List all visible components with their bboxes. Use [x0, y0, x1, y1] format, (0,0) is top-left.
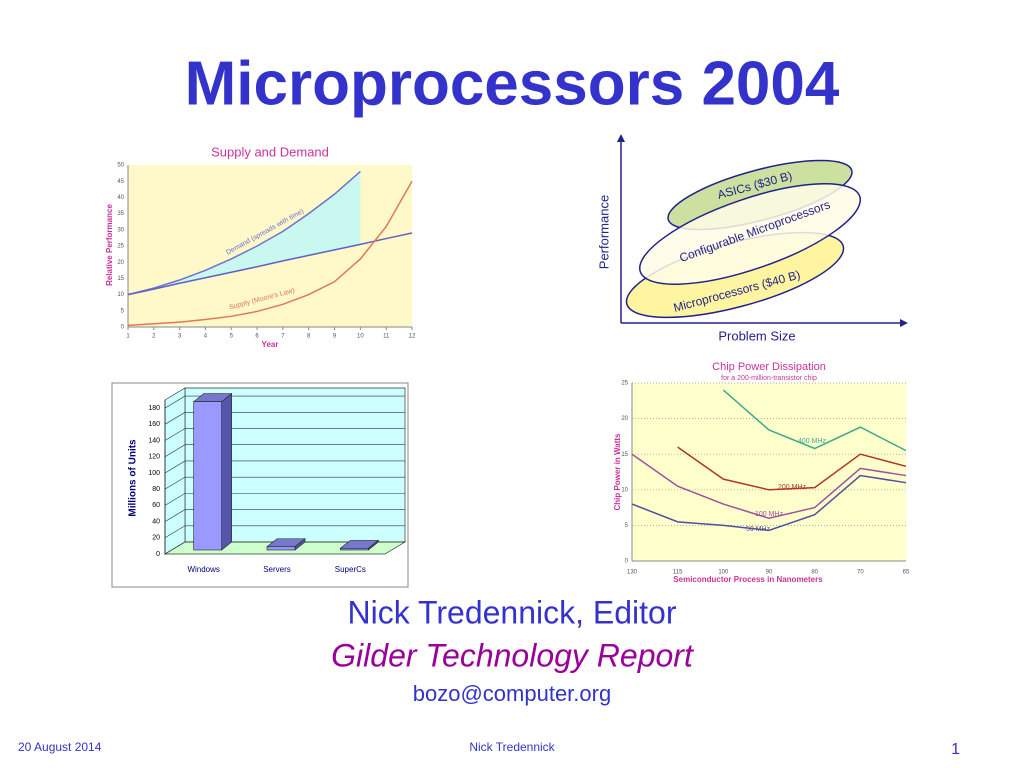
x-tick-label: 4: [204, 334, 208, 340]
arrow-head: [900, 319, 908, 327]
y-axis-label: Chip Power in Watts: [613, 433, 622, 511]
x-axis-label: Semiconductor Process in Nanometers: [673, 575, 823, 584]
series-line: [127, 170, 361, 296]
bar: [193, 401, 222, 551]
diagram-x-label: Problem Size: [718, 328, 795, 343]
y-tick-label: 10: [117, 292, 124, 298]
bar: [340, 548, 369, 551]
x-tick-label: 70: [857, 570, 864, 576]
x-tick-label: 10: [357, 334, 364, 340]
series-label: 200 MHz: [778, 484, 807, 491]
x-tick-label: 80: [811, 570, 818, 576]
grid-line: [164, 460, 405, 474]
y-tick-label: 140: [148, 437, 160, 444]
grid-line: [164, 395, 405, 409]
x-tick-label: 90: [766, 570, 773, 576]
grid-line: [164, 541, 405, 555]
y-tick-label: 120: [148, 454, 160, 461]
region: [638, 183, 862, 285]
x-tick-label: 65: [903, 570, 910, 576]
y-tick-label: 50: [117, 163, 124, 169]
series-label: 100 MHz: [755, 511, 784, 518]
author: Nick Tredennick, Editor: [347, 594, 676, 630]
footer-presenter: Nick Tredennick: [469, 740, 555, 754]
x-tick-label: 100: [718, 570, 729, 576]
y-tick-label: 0: [625, 559, 629, 565]
y-axis-label: Relative Performance: [105, 204, 114, 286]
y-tick-label: 20: [117, 260, 124, 266]
x-tick-label: 8: [307, 334, 311, 340]
bar-side: [221, 393, 232, 551]
x-tick-label: Servers: [263, 565, 291, 574]
chart-title: Supply and Demand: [211, 144, 329, 159]
y-tick-label: 20: [621, 416, 628, 422]
series-line: [127, 180, 413, 327]
y-tick-label: 60: [152, 502, 160, 509]
grid-line: [164, 493, 405, 506]
x-tick-label: 2: [152, 334, 156, 340]
arrow-head: [617, 134, 625, 142]
x-tick-label: 1: [126, 334, 130, 340]
page-number: 1: [951, 741, 960, 758]
grid-line: [164, 428, 405, 441]
chart-subtitle: for a 200-million-transistor chip: [721, 375, 817, 382]
y-tick-label: 15: [117, 276, 124, 282]
grid-line: [164, 476, 405, 490]
series-label: 50 MHz: [746, 526, 771, 533]
x-tick-label: Windows: [187, 565, 219, 574]
y-tick-label: 100: [148, 470, 160, 477]
y-tick-label: 160: [148, 421, 160, 428]
grid-line: [164, 412, 405, 425]
email: bozo@computer.org: [413, 681, 611, 706]
y-tick-label: 40: [117, 195, 124, 201]
plot-area: [632, 383, 906, 561]
x-tick-label: 3: [178, 334, 182, 340]
footer-date: 20 August 2014: [18, 740, 102, 754]
series-label: 400 MHz: [798, 438, 827, 445]
grid-line: [164, 525, 405, 539]
x-tick-label: SuperCs: [335, 565, 366, 574]
bar: [266, 546, 296, 551]
x-tick-label: 5: [230, 334, 234, 340]
grid-line: [164, 444, 405, 457]
y-tick-label: 180: [148, 405, 160, 412]
x-tick-label: 7: [281, 334, 285, 340]
y-tick-label: 5: [121, 308, 125, 314]
x-axis-label: Year: [262, 340, 279, 349]
y-tick-label: 40: [152, 518, 160, 525]
publication: Gilder Technology Report: [331, 637, 694, 673]
x-tick-label: 11: [383, 334, 390, 340]
y-tick-label: 25: [117, 244, 124, 250]
y-tick-label: 45: [117, 179, 124, 185]
series-line: [631, 453, 907, 520]
y-tick-label: 35: [117, 211, 124, 217]
y-tick-label: 30: [117, 227, 124, 233]
x-tick-label: 130: [627, 570, 638, 576]
y-tick-label: 0: [156, 551, 160, 558]
diagram-y-label: Performance: [596, 195, 611, 269]
x-tick-label: 6: [255, 334, 259, 340]
x-tick-label: 9: [333, 334, 337, 340]
grid-line: [164, 509, 405, 522]
y-tick-label: 15: [621, 452, 628, 458]
demand-band: [128, 171, 361, 295]
y-tick-label: 0: [121, 325, 125, 331]
y-axis-label: Millions of Units: [128, 439, 139, 517]
x-tick-label: 12: [409, 334, 416, 340]
x-tick-label: 115: [673, 570, 683, 576]
series-line: [631, 474, 907, 532]
series-line: [677, 446, 907, 491]
y-tick-label: 20: [152, 535, 160, 542]
slide-title: Microprocessors 2004: [185, 49, 840, 118]
series-line: [722, 389, 907, 452]
chart-title: Chip Power Dissipation: [712, 361, 826, 373]
y-tick-label: 10: [621, 487, 628, 493]
y-tick-label: 25: [621, 381, 628, 387]
y-tick-label: 80: [152, 486, 160, 493]
y-tick-label: 5: [625, 523, 629, 529]
series-line: [127, 232, 413, 296]
